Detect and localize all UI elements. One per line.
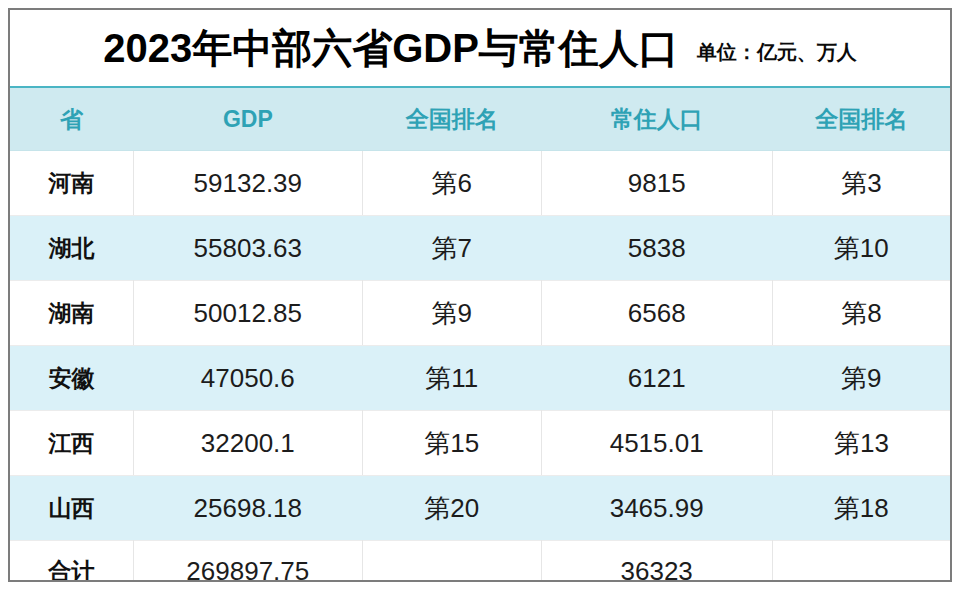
cell-population-rank: 第8: [772, 281, 950, 346]
cell-gdp-rank: 第11: [362, 346, 541, 411]
cell-population: 4515.01: [541, 411, 772, 476]
cell-province: 山西: [10, 476, 133, 541]
header-row: 省 GDP 全国排名 常住人口 全国排名: [10, 87, 950, 151]
cell-province: 江西: [10, 411, 133, 476]
cell-population: 6568: [541, 281, 772, 346]
cell-population: 3465.99: [541, 476, 772, 541]
cell-gdp: 269897.75: [133, 541, 362, 583]
cell-population-rank: 第13: [772, 411, 950, 476]
cell-province: 安徽: [10, 346, 133, 411]
cell-population: 36323: [541, 541, 772, 583]
table-row: 江西32200.1第154515.01第13: [10, 411, 950, 476]
cell-gdp-rank: 第6: [362, 151, 541, 216]
cell-population: 5838: [541, 216, 772, 281]
table-row: 湖北55803.63第75838第10: [10, 216, 950, 281]
cell-population: 6121: [541, 346, 772, 411]
cell-gdp: 47050.6: [133, 346, 362, 411]
cell-gdp: 32200.1: [133, 411, 362, 476]
infographic-canvas: 2023年中部六省GDP与常住人口 单位：亿元、万人 省 GDP 全国排名 常住…: [0, 0, 960, 590]
cell-province: 湖北: [10, 216, 133, 281]
cell-gdp-rank: [362, 541, 541, 583]
unit-note: 单位：亿元、万人: [697, 42, 857, 62]
cell-gdp: 50012.85: [133, 281, 362, 346]
table-header: 省 GDP 全国排名 常住人口 全国排名: [10, 87, 950, 151]
col-header-gdp-rank: 全国排名: [362, 87, 541, 151]
table-frame: 2023年中部六省GDP与常住人口 单位：亿元、万人 省 GDP 全国排名 常住…: [8, 8, 952, 582]
cell-province: 湖南: [10, 281, 133, 346]
cell-population: 9815: [541, 151, 772, 216]
cell-gdp: 55803.63: [133, 216, 362, 281]
table-row: 安徽47050.6第116121第9: [10, 346, 950, 411]
cell-population-rank: 第3: [772, 151, 950, 216]
table-body: 河南59132.39第69815第3湖北55803.63第75838第10湖南5…: [10, 151, 950, 583]
table-row: 河南59132.39第69815第3: [10, 151, 950, 216]
cell-gdp-rank: 第20: [362, 476, 541, 541]
col-header-province: 省: [10, 87, 133, 151]
page-title: 2023年中部六省GDP与常住人口: [103, 28, 679, 68]
cell-gdp: 25698.18: [133, 476, 362, 541]
cell-population-rank: 第10: [772, 216, 950, 281]
total-row: 合计269897.75 36323: [10, 541, 950, 583]
col-header-gdp: GDP: [133, 87, 362, 151]
cell-population-rank: 第9: [772, 346, 950, 411]
col-header-population: 常住人口: [541, 87, 772, 151]
cell-province: 合计: [10, 541, 133, 583]
cell-province: 河南: [10, 151, 133, 216]
col-header-population-rank: 全国排名: [772, 87, 950, 151]
cell-population-rank: [772, 541, 950, 583]
cell-gdp-rank: 第7: [362, 216, 541, 281]
cell-gdp: 59132.39: [133, 151, 362, 216]
cell-gdp-rank: 第15: [362, 411, 541, 476]
table-row: 湖南50012.85第96568第8: [10, 281, 950, 346]
table-row: 山西25698.18第203465.99第18: [10, 476, 950, 541]
cell-gdp-rank: 第9: [362, 281, 541, 346]
cell-population-rank: 第18: [772, 476, 950, 541]
title-bar: 2023年中部六省GDP与常住人口 单位：亿元、万人: [10, 10, 950, 86]
gdp-population-table: 省 GDP 全国排名 常住人口 全国排名 河南59132.39第69815第3湖…: [10, 86, 950, 582]
